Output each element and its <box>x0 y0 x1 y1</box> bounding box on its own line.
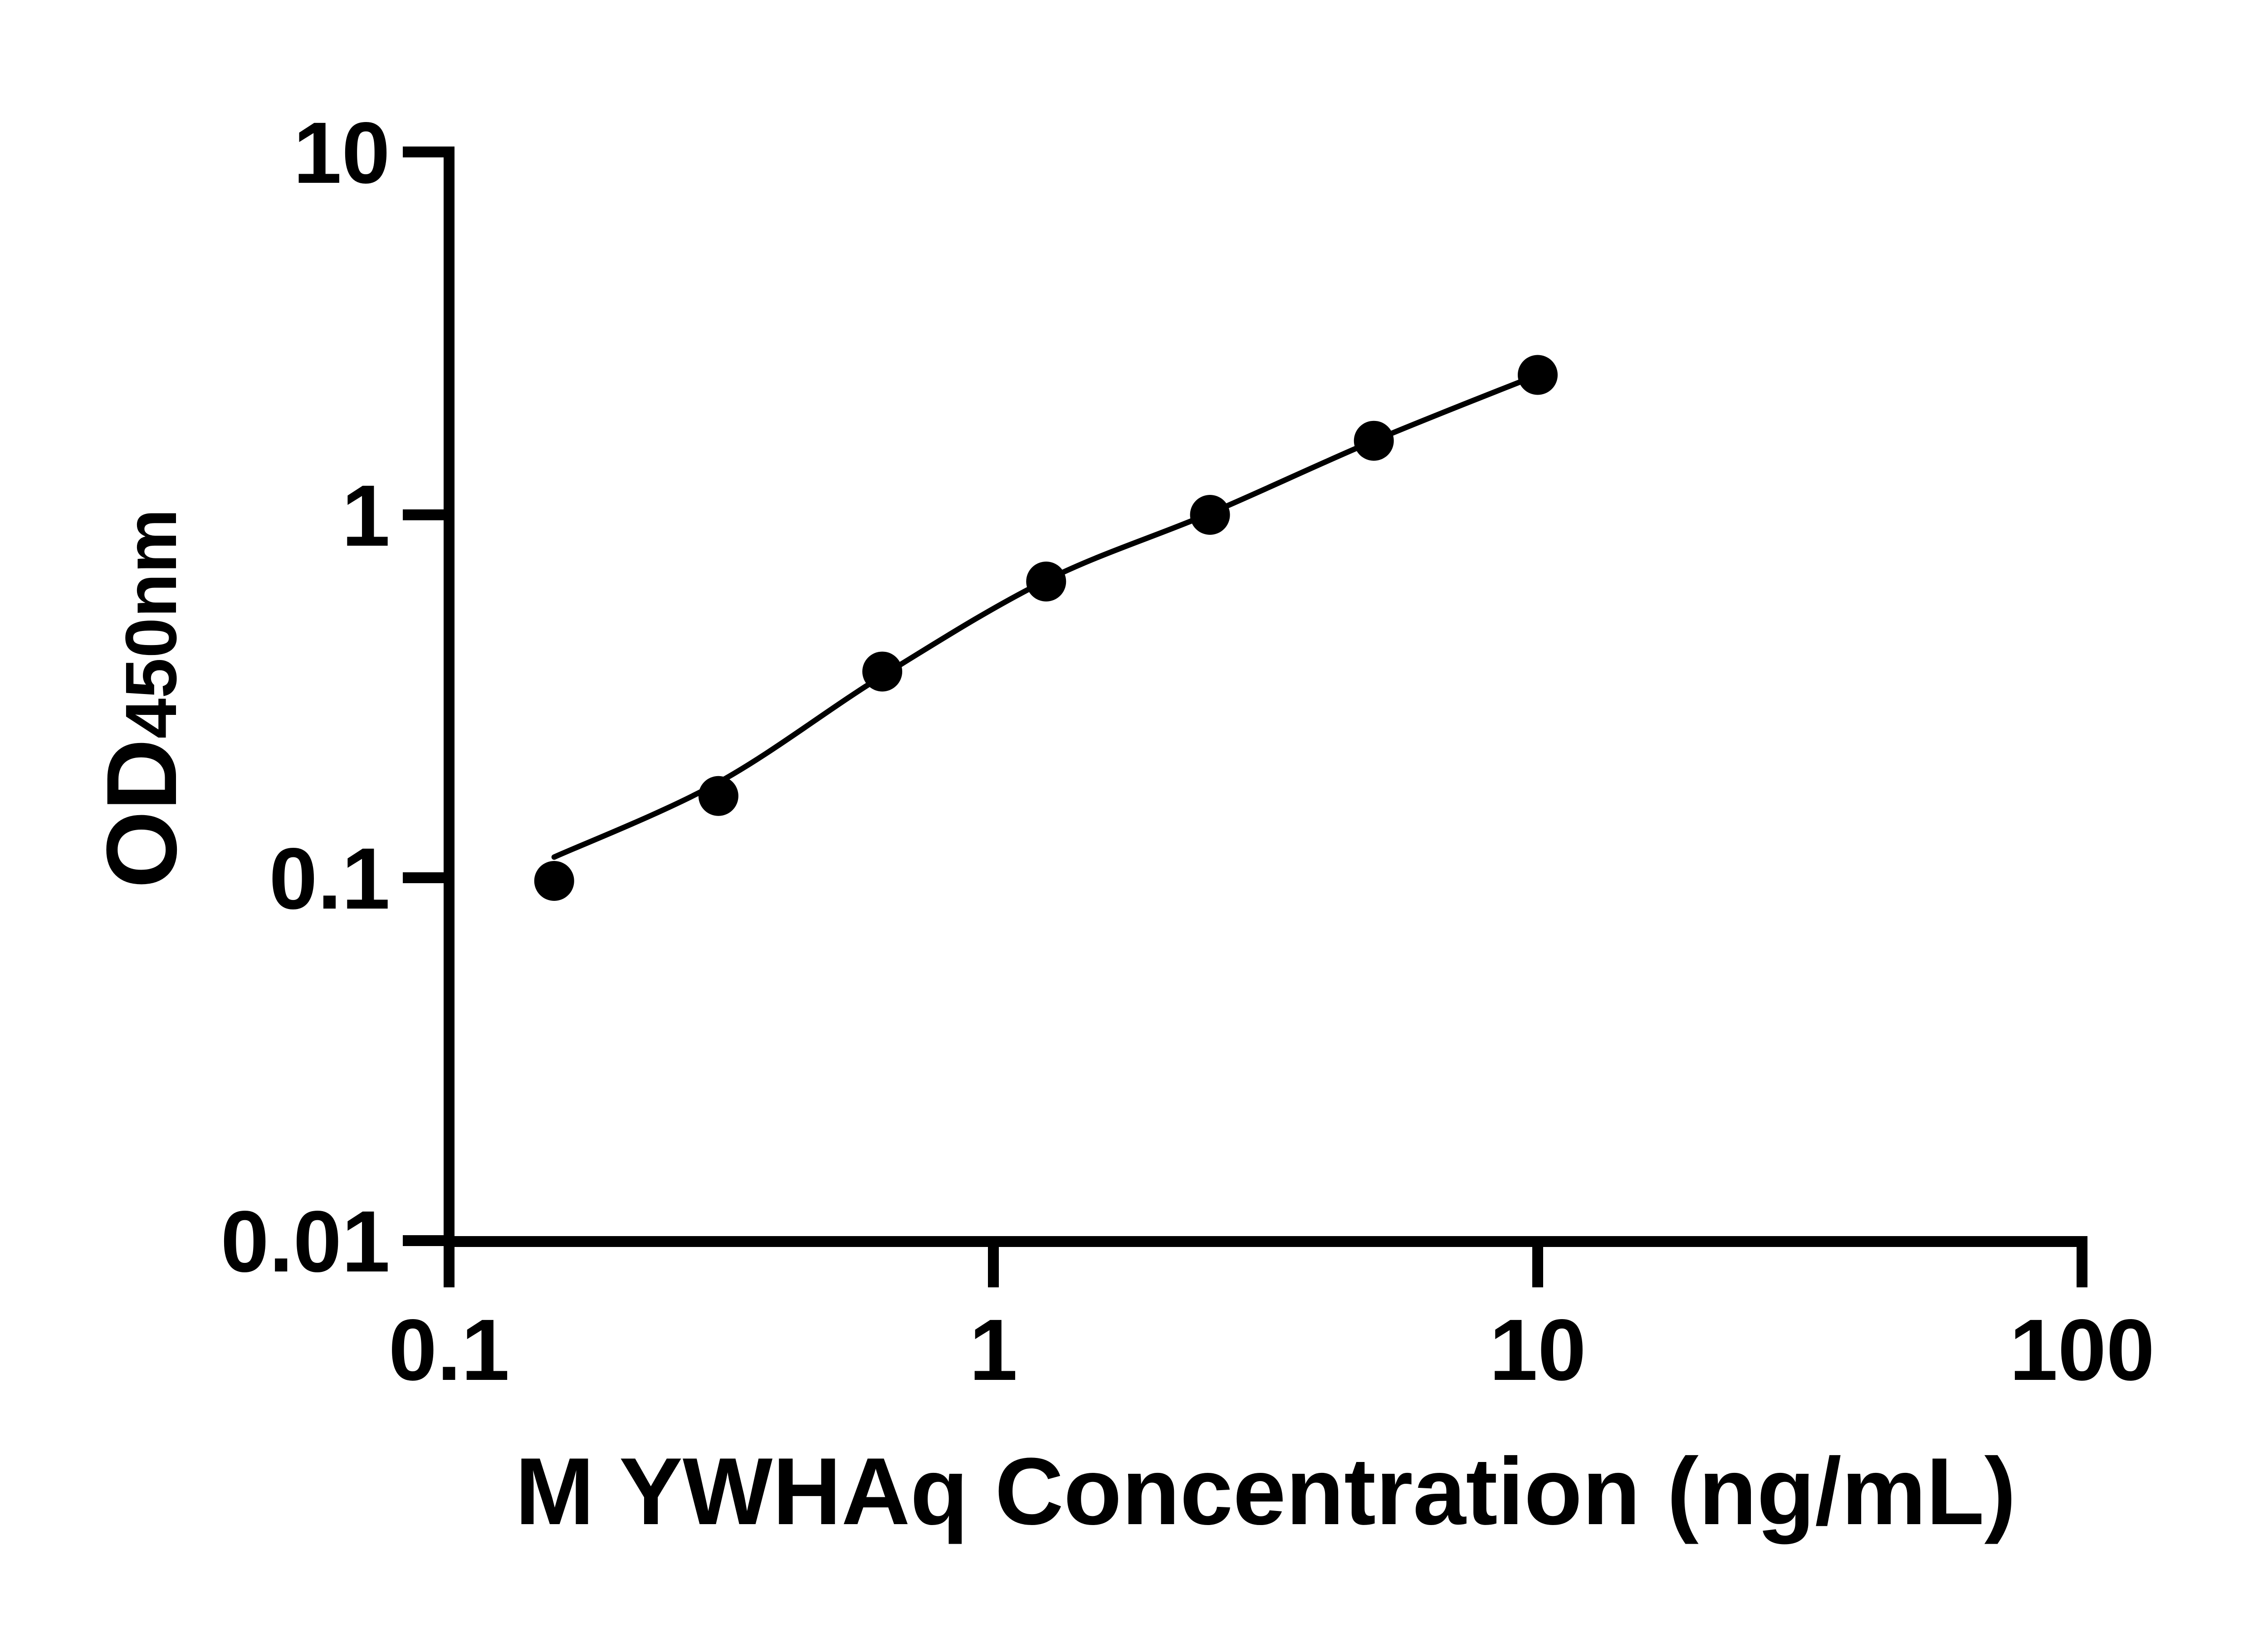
y-tick-label: 0.01 <box>220 1193 390 1290</box>
data-point <box>1190 495 1230 535</box>
x-axis-title: M YWHAq Concentration (ng/mL) <box>515 1438 2016 1545</box>
y-axis-title: OD450nm <box>86 509 197 889</box>
data-point <box>862 651 903 692</box>
y-axis-title-main: OD <box>86 738 197 888</box>
y-tick-label: 10 <box>293 104 390 201</box>
y-axis-ticks: 10 1 0.1 0.01 <box>220 104 444 1290</box>
plot-layer <box>534 355 1558 901</box>
y-tick-label: 0.1 <box>269 830 390 927</box>
x-tick-label: 10 <box>1489 1301 1586 1398</box>
x-tick-label: 100 <box>2009 1301 2155 1398</box>
data-point <box>1354 420 1394 461</box>
data-point <box>1026 562 1066 602</box>
x-axis-ticks: 0.1 1 10 100 <box>389 1247 2155 1398</box>
y-tick-label: 1 <box>342 467 390 564</box>
data-point <box>534 861 574 901</box>
y-axis-title-subscript: 450nm <box>110 509 191 739</box>
x-tick-label: 0.1 <box>389 1301 510 1398</box>
x-tick-label: 1 <box>969 1301 1018 1398</box>
data-point <box>698 776 738 816</box>
data-point <box>1518 355 1558 395</box>
